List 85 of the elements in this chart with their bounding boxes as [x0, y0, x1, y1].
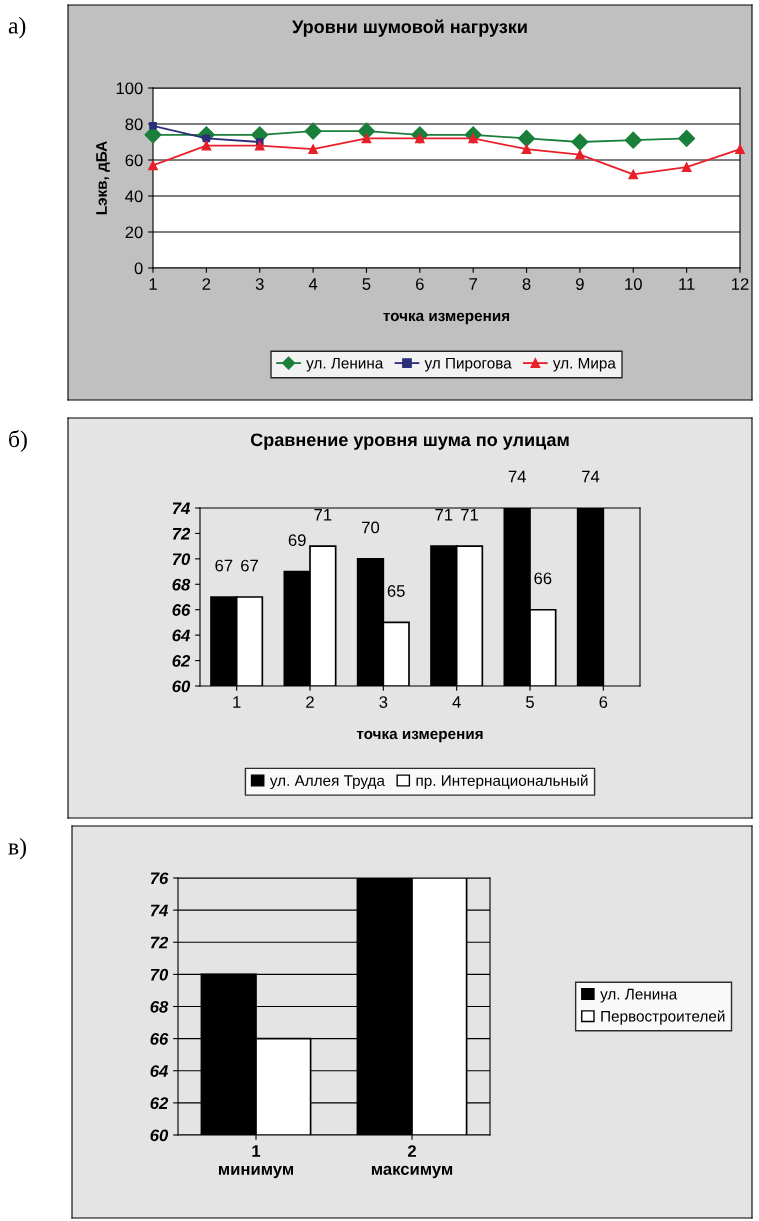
y-tick-label: 64: [150, 1065, 168, 1077]
x-tick-label: 3: [255, 278, 264, 290]
x-tick-label: 5: [526, 696, 534, 708]
point: [357, 122, 376, 140]
data-label: 74: [582, 470, 600, 483]
point: [628, 169, 639, 180]
x-tick-label: 8: [522, 278, 531, 290]
legend-label: ул. Ленина: [306, 357, 384, 372]
y-tick-label: 40: [125, 190, 143, 203]
point: [308, 144, 318, 155]
legend-label: Первостроителей: [601, 1010, 725, 1025]
text: а): [8, 17, 26, 39]
y-tick-label: 70: [150, 968, 169, 981]
y-tick-label: 62: [150, 1097, 169, 1110]
legend-label: ул Пирогова: [424, 357, 512, 372]
point: [201, 140, 212, 151]
text: б): [9, 430, 27, 452]
x-tick-label: 1: [149, 278, 157, 290]
y-tick-label: 66: [150, 1033, 169, 1045]
point: [678, 129, 696, 147]
point: [304, 122, 322, 140]
point: [517, 129, 536, 147]
point: [681, 162, 692, 173]
point: [624, 131, 642, 149]
x-tick-label: 6: [416, 278, 424, 290]
legend-label: ул. Мира: [552, 357, 616, 372]
y-tick-label: 60: [150, 1129, 169, 1142]
x-tick-label: 9: [576, 278, 584, 290]
data-label: 69: [288, 534, 306, 547]
y-tick-label: 60: [172, 680, 191, 693]
y-tick-label: 76: [150, 872, 169, 885]
y-tick-label: 100: [116, 82, 143, 95]
y-axis-title: Lэкв, дБА: [96, 141, 110, 215]
y-tick-label: 74: [172, 502, 190, 515]
data-label: 71: [461, 509, 478, 521]
legend-label: пр. Интернациональный: [416, 774, 588, 790]
point: [148, 160, 158, 171]
x-axis-title: точка измерения: [356, 730, 483, 743]
text: в): [8, 838, 26, 860]
y-tick-label: 64: [172, 629, 190, 642]
x-tick-label: 11: [679, 278, 695, 290]
y-tick-label: 72: [150, 936, 169, 949]
x-tick-label: 2 максимум: [371, 1145, 453, 1179]
y-tick-label: 68: [172, 578, 191, 591]
x-tick-label: 3: [379, 696, 388, 708]
x-tick-label: 5: [362, 278, 371, 290]
y-tick-label: 74: [150, 904, 168, 917]
y-tick-label: 72: [172, 527, 191, 540]
data-label: 65: [387, 585, 405, 597]
point: [735, 144, 745, 155]
data-label: 70: [362, 521, 380, 534]
y-tick-label: 66: [172, 604, 191, 616]
x-tick-label: 1: [233, 696, 241, 708]
y-tick-label: 62: [172, 654, 191, 667]
chart-title: Уровни шумовой нагрузки: [292, 19, 527, 37]
x-tick-label: 1 минимум: [218, 1145, 294, 1179]
x-tick-label: 10: [625, 278, 642, 290]
x-tick-label: 12: [732, 278, 749, 290]
x-tick-label: 7: [469, 278, 477, 290]
data-label: 67: [241, 559, 258, 572]
data-label: 67: [215, 559, 233, 572]
x-tick-label: 4: [452, 696, 461, 708]
y-tick-label: 20: [125, 226, 143, 239]
data-label: 66: [534, 572, 552, 585]
y-tick-label: 80: [125, 118, 143, 131]
y-tick-label: 60: [125, 154, 143, 167]
y-tick-label: 0: [134, 262, 143, 275]
legend-label: ул. Аллея Труда: [269, 775, 385, 790]
chart-title: Сравнение уровня шума по улицам: [250, 433, 569, 450]
point: [571, 133, 589, 151]
point: [575, 149, 585, 160]
legend-label: ул. Ленина: [600, 988, 678, 1003]
x-tick-label: 6: [599, 696, 608, 708]
y-tick-label: 68: [150, 1000, 169, 1013]
point: [361, 133, 372, 144]
x-tick-label: 2: [306, 696, 314, 708]
data-label: 71: [435, 509, 453, 521]
x-tick-label: 2: [202, 278, 211, 290]
data-label: 74: [508, 470, 526, 483]
x-tick-label: 4: [308, 278, 318, 290]
point: [521, 144, 532, 155]
y-tick-label: 70: [172, 553, 191, 566]
x-axis-title: точка измерения: [383, 312, 510, 325]
data-label: 71: [314, 509, 332, 521]
point: [254, 140, 265, 151]
